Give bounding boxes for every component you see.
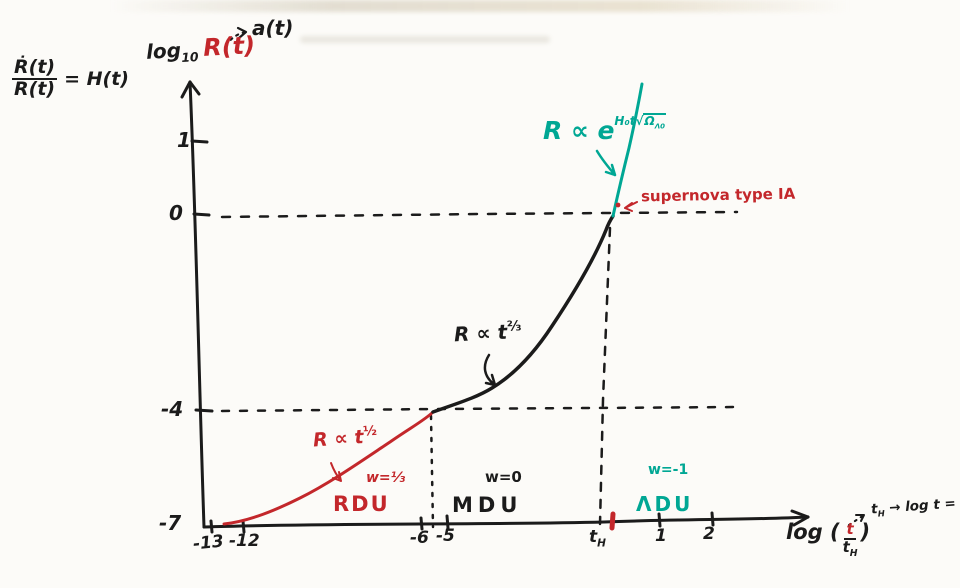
y-axis-title: log10 R(t): [145, 31, 256, 67]
x-tick-label-neg6: -6: [410, 528, 429, 548]
y-tick-0: [192, 212, 211, 217]
tH-annotation-dotted-arrow: [848, 514, 865, 526]
lambda-w-label: w=-1: [648, 462, 689, 478]
x-tick-neg5: [445, 514, 450, 530]
hubble-equation-fraction: Ṙ(t) R(t): [12, 56, 58, 100]
y-axis-log: log10: [145, 38, 199, 66]
mdu-w-label: w=0: [485, 468, 522, 486]
lambda-law-arrow: [595, 149, 617, 177]
x-tick-label-neg12: -12: [229, 531, 260, 551]
y-tick-label-neg4: -4: [161, 397, 184, 421]
tH-annotation-arrowhead: [855, 514, 865, 522]
x-tick-label-neg13: -13: [192, 531, 225, 555]
rdu-law-arrow: [330, 462, 342, 482]
equation-numerator: Ṙ(t): [12, 56, 58, 80]
x-tick-label-2: 2: [703, 524, 715, 544]
supernova-label: supernova type IA: [640, 184, 796, 206]
x-axis-log-open: log (: [786, 520, 840, 544]
y-axis-arrowhead: [180, 80, 201, 99]
y-tick-neg4: [194, 408, 214, 413]
x-axis-title: log ( t tH ): [786, 520, 870, 559]
x-tick-1: [657, 512, 662, 528]
rdu-region-label: RDU: [333, 492, 390, 516]
y-tick-label-0: 0: [169, 201, 183, 225]
x-axis-frac-numerator: t: [844, 520, 856, 540]
lambda-law-exponent: H₀t√ΩΛ0: [614, 113, 666, 131]
x-axis-arrowhead: [790, 509, 810, 527]
scan-smudge-top: [110, 0, 850, 12]
y-axis-alias: a(t): [252, 16, 294, 40]
x-axis-line: [202, 515, 810, 529]
mdu-law-arrow: [483, 353, 497, 387]
x-tick-label-tH: tH: [589, 527, 606, 550]
x-axis-frac-denominator: tH: [842, 537, 858, 559]
mdu-region-label: MDU: [452, 493, 523, 517]
equation-denominator: R(t): [14, 77, 56, 100]
rdu-law-label: R ∝ t½: [312, 423, 378, 452]
y-axis-variable: R(t): [202, 31, 256, 62]
curve-lambda: [611, 82, 644, 218]
x-tick-2: [710, 511, 715, 527]
x-tick-neg6: [419, 516, 424, 531]
supernova-arrow: [624, 201, 638, 212]
guide-y0-dashed: [220, 210, 739, 219]
x-axis-fraction: t tH: [842, 520, 858, 559]
guide-x-rdu-mdu-dotted: [429, 414, 435, 529]
x-tick-neg13: [209, 519, 214, 534]
mdu-law-label: R ∝ t⅔: [453, 318, 522, 347]
rdu-w-label: w=⅓: [366, 470, 406, 486]
scan-smudge-faint: [300, 36, 550, 43]
y-tick-label-neg7: -7: [159, 511, 182, 535]
x-tick-label-1: 1: [655, 526, 667, 546]
guide-yneg4-dashed: [220, 405, 743, 413]
lambda-region-label: ΛDU: [636, 492, 694, 516]
x-tick-label-neg5: -5: [436, 526, 455, 546]
supernova-point: [615, 202, 621, 208]
y-axis-line: [188, 80, 206, 529]
alias-arrowhead: [236, 26, 248, 40]
curve-rdu: [222, 410, 435, 526]
x-tick-neg12: [241, 519, 246, 534]
y-tick-label-1: 1: [177, 128, 191, 152]
curve-mdu: [431, 214, 615, 414]
x-axis-log-close: ): [860, 520, 871, 544]
y-tick-1: [190, 139, 209, 144]
x-tick-now-red: [609, 511, 616, 531]
lambda-law-label: R ∝ eH₀t√ΩΛ0: [543, 113, 666, 145]
hubble-equation: Ṙ(t) R(t) = H(t): [12, 56, 129, 100]
equation-rhs: = H(t): [64, 67, 129, 90]
guide-x-tH-dashed: [598, 226, 612, 526]
